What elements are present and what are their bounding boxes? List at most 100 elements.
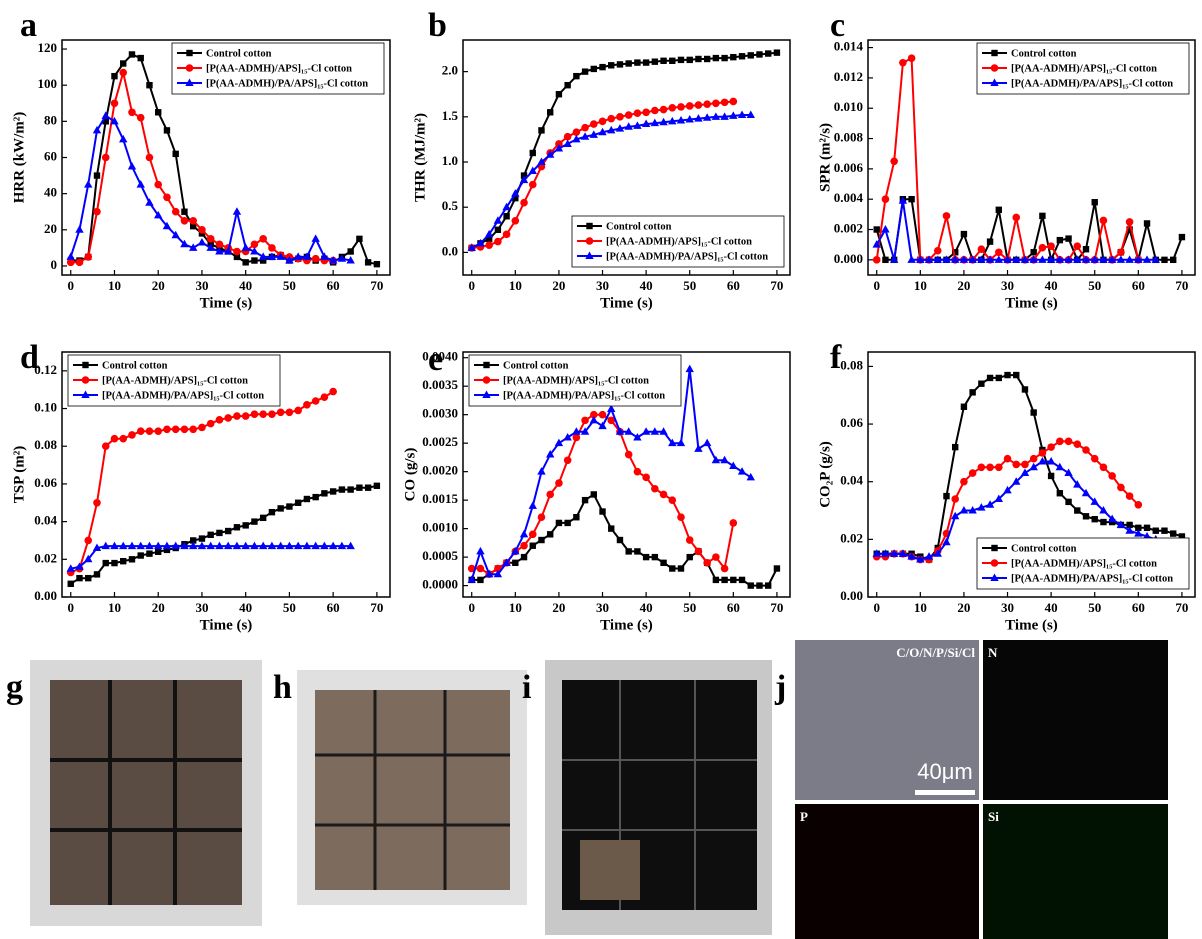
marker [66,564,75,572]
y-tick-label: 2.0 [442,63,458,78]
y-tick-label: 0.014 [834,39,864,54]
marker [180,541,189,550]
marker [338,486,346,493]
marker [1116,255,1126,263]
marker [303,495,311,503]
marker [329,387,337,396]
marker [1081,255,1091,263]
marker [773,565,781,572]
marker [302,541,312,550]
marker [659,117,668,126]
y-tick-label: 80 [44,112,57,127]
eds-maps [795,640,1168,939]
marker [898,549,908,557]
marker [968,506,977,514]
marker [642,108,650,117]
marker [1047,472,1055,480]
marker [215,247,224,255]
marker [1073,480,1082,488]
marker [136,427,145,435]
marker [756,582,763,589]
marker [995,374,1002,382]
marker [180,216,189,225]
marker [233,247,241,256]
marker [773,49,781,56]
x-tick-label: 50 [683,278,696,293]
marker [467,575,476,583]
marker [1125,526,1134,534]
y-tick-label: 1.5 [442,108,459,123]
marker [607,114,616,123]
marker [320,541,329,550]
y-tick-label: 0.0040 [422,349,458,364]
marker [994,255,1003,263]
marker [356,484,363,491]
marker [1125,218,1134,226]
x-tick-label: 70 [1175,600,1188,615]
marker [960,230,968,238]
marker [659,427,668,435]
marker [1107,514,1117,523]
marker [572,427,581,435]
x-axis-label: Time (s) [600,617,653,633]
y-tick-label: 0.006 [834,160,864,175]
marker [694,444,703,452]
series-line [70,484,378,585]
marker [589,130,598,138]
marker [942,537,951,546]
marker [977,245,986,254]
marker [564,519,571,527]
x-tick-label: 10 [914,278,927,293]
marker [346,541,355,550]
marker [493,569,503,578]
marker [206,235,215,243]
legend-marker [482,376,491,384]
marker [676,115,686,124]
marker [1064,255,1073,263]
marker [573,72,580,80]
marker [747,52,754,59]
marker [765,50,772,57]
marker [633,467,642,476]
marker [677,56,685,64]
marker [1081,488,1091,497]
marker [660,57,667,64]
marker [969,389,976,396]
marker [537,513,546,522]
marker [251,257,258,264]
legend-label: Control cotton [206,48,272,59]
marker [641,427,651,435]
marker [598,117,607,126]
marker [1178,233,1186,241]
x-tick-label: 0 [468,278,475,293]
legend-box [571,215,785,268]
legend-box [171,42,385,95]
marker [634,548,641,555]
x-tick-label: 30 [1001,278,1014,293]
marker [373,482,381,490]
marker [624,111,633,119]
marker [1003,485,1012,494]
marker [285,256,294,264]
series [467,110,755,251]
marker [373,260,381,268]
marker [67,580,74,588]
marker [511,546,520,555]
y-tick-label: 0.0035 [422,377,458,392]
marker [1107,255,1117,263]
marker [1039,212,1046,220]
marker [267,252,277,260]
marker [258,252,268,260]
y-tick-label: 0.10 [34,400,57,415]
marker [75,225,84,233]
x-axis-label: Time (s) [1005,617,1058,633]
marker [127,541,137,550]
marker [268,410,276,418]
y-axis-label: TSP (m²) [11,446,27,503]
y-axis-label: CO₂P (g/s) [817,441,833,508]
y-tick-label: 0.008 [834,130,864,145]
marker [572,134,581,143]
marker [232,207,242,215]
marker [93,172,101,179]
marker [145,198,154,206]
